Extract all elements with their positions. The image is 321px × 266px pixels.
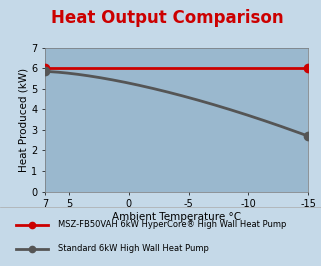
Text: MSZ-FB50VAH 6kW HyperCore® High Wall Heat Pump: MSZ-FB50VAH 6kW HyperCore® High Wall Hea…	[58, 220, 286, 229]
Y-axis label: Heat Produced (kW): Heat Produced (kW)	[18, 68, 28, 172]
X-axis label: Ambient Temperature °C: Ambient Temperature °C	[112, 212, 241, 222]
Text: Standard 6kW High Wall Heat Pump: Standard 6kW High Wall Heat Pump	[58, 244, 209, 253]
Text: Heat Output Comparison: Heat Output Comparison	[51, 9, 283, 27]
